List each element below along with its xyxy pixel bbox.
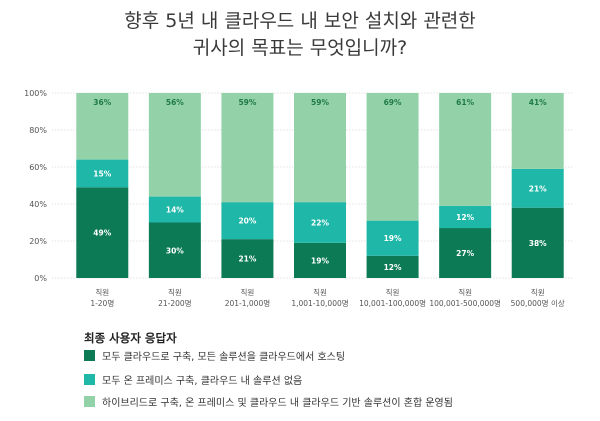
data-label-hybrid: 41%: [529, 98, 547, 107]
bar-segment-hybrid: [366, 93, 419, 221]
data-label-cloud: 27%: [456, 249, 474, 258]
bar-segment-hybrid: [294, 93, 346, 203]
data-label-onprem: 12%: [456, 213, 474, 222]
data-label-hybrid: 59%: [238, 98, 256, 107]
data-labels: 49% 15% 36% 30% 14% 56% 21% 20% 59% 19% 22% 59% 12% 1…: [93, 98, 547, 272]
data-label-onprem: 21%: [529, 184, 547, 193]
data-label-hybrid: 36%: [93, 98, 111, 107]
bar-segment-onprem: [294, 202, 346, 243]
bar-segment-cloud: [366, 255, 419, 278]
y-tick-label: 20%: [29, 237, 47, 246]
x-tick-label-line1: 직원: [95, 287, 109, 297]
bar-segment-cloud: [221, 239, 274, 278]
x-tick-label-line1: 직원: [313, 287, 327, 297]
x-tick-label-line2: 10,001-100,000명: [359, 298, 426, 308]
legend-item-onprem: 모두 온 프레미스 구축, 클라우드 내 솔루션 없음: [84, 371, 302, 387]
x-tick-label-line2: 1-20명: [90, 298, 114, 308]
chart-title: 향후 5년 내 클라우드 내 보안 설치와 관련한 귀사의 목표는 무엇입니까?: [0, 8, 600, 62]
bar-segment-cloud: [511, 207, 564, 278]
bar-segment-cloud: [294, 242, 346, 278]
bar-segment-hybrid: [148, 93, 201, 197]
bars: [76, 93, 564, 278]
bar-segment-cloud: [76, 187, 129, 278]
data-label-cloud: 21%: [238, 255, 256, 264]
legend-item-hybrid: 하이브리드로 구축, 온 프레미스 및 클라우드 내 클라우드 기반 솔루션이 …: [84, 393, 453, 409]
x-tick-label-line2: 500,000명 이상: [511, 298, 565, 308]
bar-segment-onprem: [221, 202, 274, 240]
x-tick-label-line1: 직원: [531, 287, 545, 297]
bar-segment-hybrid: [511, 93, 564, 169]
y-tick-label: 80%: [29, 126, 47, 135]
x-tick-label-line2: 201-1,000명: [225, 298, 270, 308]
data-label-cloud: 30%: [166, 246, 184, 255]
y-axis-tick-labels: 0% 20% 40% 60% 80% 100%: [24, 89, 47, 283]
legend-label-hybrid: 하이브리드로 구축, 온 프레미스 및 클라우드 내 클라우드 기반 솔루션이 …: [102, 397, 453, 409]
data-label-onprem: 15%: [93, 169, 111, 178]
bar-segment-cloud: [148, 222, 201, 278]
y-tick-label: 40%: [29, 200, 47, 209]
x-tick-label-line1: 직원: [386, 287, 400, 297]
x-tick-label-line2: 1,001-10,000명: [291, 298, 348, 308]
data-label-cloud: 49%: [93, 229, 111, 238]
chart-title-line2: 귀사의 목표는 무엇입니까?: [192, 37, 408, 59]
data-label-hybrid: 59%: [311, 98, 329, 107]
x-tick-label-line1: 직원: [168, 287, 182, 297]
legend-swatch-hybrid: [84, 395, 95, 407]
data-label-cloud: 38%: [529, 239, 547, 248]
bar-segment-hybrid: [221, 93, 274, 203]
data-label-onprem: 20%: [238, 217, 256, 226]
x-axis-tick-labels: 직원1-20명직원21-200명직원201-1,000명직원1,001-10,0…: [90, 287, 565, 308]
legend-swatch-onprem: [84, 373, 95, 385]
bar-segment-onprem: [148, 196, 201, 223]
bar-segment-hybrid: [76, 93, 129, 160]
data-label-cloud: 19%: [311, 256, 329, 265]
data-label-onprem: 19%: [384, 234, 402, 243]
bar-segment-onprem: [439, 205, 492, 229]
legend-swatch-cloud: [84, 349, 95, 361]
data-label-onprem: 14%: [166, 206, 184, 215]
y-tick-label: 0%: [34, 274, 47, 283]
bar-segment-cloud: [439, 228, 492, 278]
y-tick-label: 60%: [29, 163, 47, 172]
x-tick-label-line2: 21-200명: [158, 298, 191, 308]
legend-title: 최종 사용자 응답자: [84, 331, 177, 345]
legend-label-cloud: 모두 클라우드로 구축, 모든 솔루션을 클라우드에서 호스팅: [102, 351, 346, 363]
data-label-hybrid: 56%: [166, 98, 184, 107]
data-label-cloud: 12%: [384, 263, 402, 272]
data-label-hybrid: 61%: [456, 98, 474, 107]
bar-segment-onprem: [511, 168, 564, 208]
bar-segment-onprem: [76, 159, 129, 188]
legend-item-cloud: 모두 클라우드로 구축, 모든 솔루션을 클라우드에서 호스팅: [84, 347, 345, 363]
bar-segment-onprem: [366, 220, 419, 256]
legend-label-onprem: 모두 온 프레미스 구축, 클라우드 내 솔루션 없음: [102, 375, 303, 387]
y-tick-label: 100%: [24, 89, 47, 98]
data-label-hybrid: 69%: [384, 98, 402, 107]
data-label-onprem: 22%: [311, 219, 329, 228]
x-tick-label-line1: 직원: [458, 287, 472, 297]
x-tick-label-line2: 100,001-500,000명: [429, 298, 501, 308]
bar-segment-hybrid: [439, 93, 492, 206]
chart-title-line1: 향후 5년 내 클라우드 내 보안 설치와 관련한: [124, 10, 476, 32]
x-tick-label-line1: 직원: [241, 287, 255, 297]
